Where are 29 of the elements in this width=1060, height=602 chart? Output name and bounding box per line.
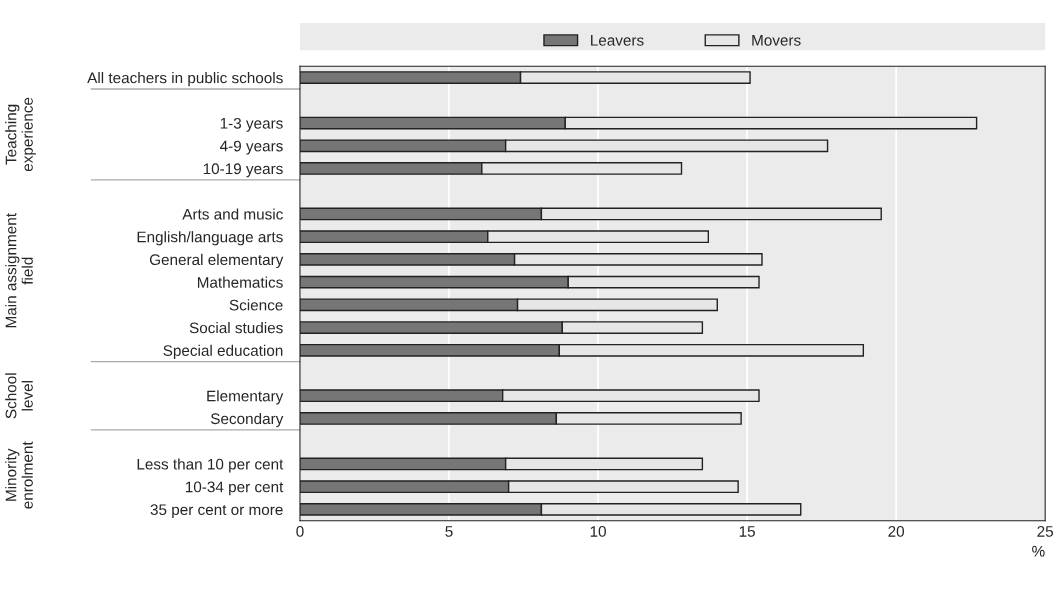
- y-tick-label: Arts and music: [182, 208, 283, 220]
- y-tick-label: 1-3 years: [220, 117, 283, 132]
- y-tick-label: English/language arts: [137, 231, 283, 246]
- y-tick-label: 10-19 years: [203, 163, 283, 178]
- y-tick-label: Elementary: [207, 390, 284, 405]
- text: School level: [5, 373, 33, 419]
- x-tick-label: 25: [1037, 525, 1054, 537]
- y-tick-label: 35 per cent or more: [150, 504, 283, 519]
- y-tick-label: Mathematics: [197, 276, 283, 288]
- x-tick-label: 10: [590, 525, 606, 537]
- y-tick-label: Secondary: [210, 412, 284, 428]
- x-tick-label: 15: [739, 526, 755, 537]
- text: Teaching experience: [5, 97, 36, 172]
- x-tick-label: 20: [888, 525, 905, 537]
- y-tick-label: Social studies: [189, 322, 283, 334]
- y-tick-label: Science: [229, 299, 283, 311]
- legend-label: Leavers: [591, 35, 644, 46]
- x-tick-label: 0: [296, 525, 304, 537]
- text: Main assignment field: [5, 213, 33, 328]
- legend-label: Movers: [752, 35, 801, 46]
- y-tick-label: 10-34 per cent: [185, 481, 284, 496]
- y-tick-label: All teachers in public schools: [87, 72, 283, 87]
- y-tick-label: Less than 10 per cent: [137, 458, 284, 473]
- x-tick-label: 5: [445, 526, 453, 537]
- y-tick-label: General elementary: [149, 253, 284, 269]
- y-tick-label: 4-9 years: [219, 140, 283, 155]
- x-axis-title: %: [1032, 545, 1045, 557]
- text: Minority enrolment: [5, 441, 33, 509]
- y-tick-label: Special education: [163, 344, 283, 359]
